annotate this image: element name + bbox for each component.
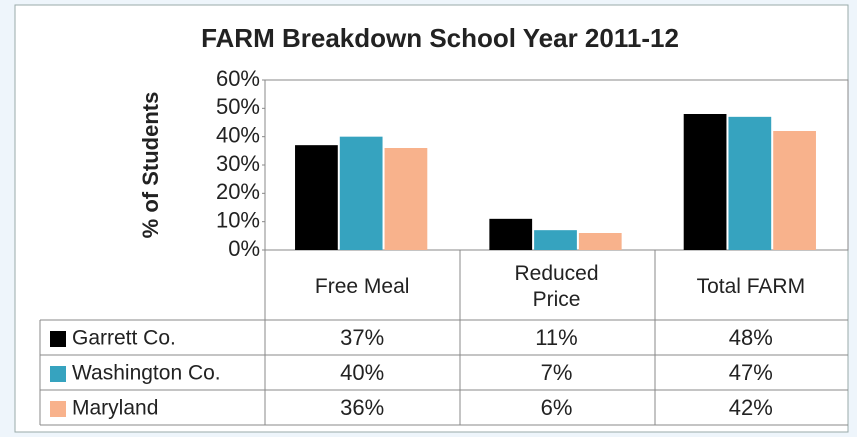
table-value: 48% xyxy=(729,325,773,350)
table-value: 11% xyxy=(535,325,577,350)
y-tick-label: 40% xyxy=(216,122,260,147)
bar xyxy=(578,233,622,250)
legend-label: Garrett Co. xyxy=(72,327,176,350)
legend-label: Washington Co. xyxy=(72,362,221,385)
bar xyxy=(489,218,533,250)
table-value: 47% xyxy=(729,360,773,385)
bar xyxy=(384,148,428,250)
y-tick-label: 0% xyxy=(228,236,260,261)
table-value: 7% xyxy=(541,360,573,385)
x-tick-label: Reduced Price xyxy=(514,262,599,311)
y-tick-label: 30% xyxy=(216,151,260,176)
legend-swatch xyxy=(50,401,66,417)
x-tick-label: Total FARM xyxy=(696,275,806,298)
bar xyxy=(773,131,816,250)
y-tick-label: 20% xyxy=(216,179,260,204)
table-value: 40% xyxy=(340,360,384,385)
bar xyxy=(295,145,338,250)
bar xyxy=(339,136,383,250)
bar xyxy=(683,114,727,250)
table-value: 37% xyxy=(340,325,384,350)
legend-swatch xyxy=(50,366,66,382)
bar xyxy=(728,116,772,250)
bar xyxy=(534,230,577,250)
legend-label: Maryland xyxy=(72,397,158,420)
y-tick-label: 10% xyxy=(216,207,260,232)
chart-title: FARM Breakdown School Year 2011-12 xyxy=(201,23,679,53)
y-tick-label: 50% xyxy=(216,94,260,119)
table-value: 6% xyxy=(541,395,573,420)
table-value: 42% xyxy=(729,395,773,420)
x-tick-label: Free Meal xyxy=(314,275,410,298)
y-tick-label: 60% xyxy=(216,66,260,91)
table-value: 36% xyxy=(340,395,384,420)
y-axis-label: % of Students xyxy=(138,92,163,239)
legend-swatch xyxy=(50,331,66,347)
